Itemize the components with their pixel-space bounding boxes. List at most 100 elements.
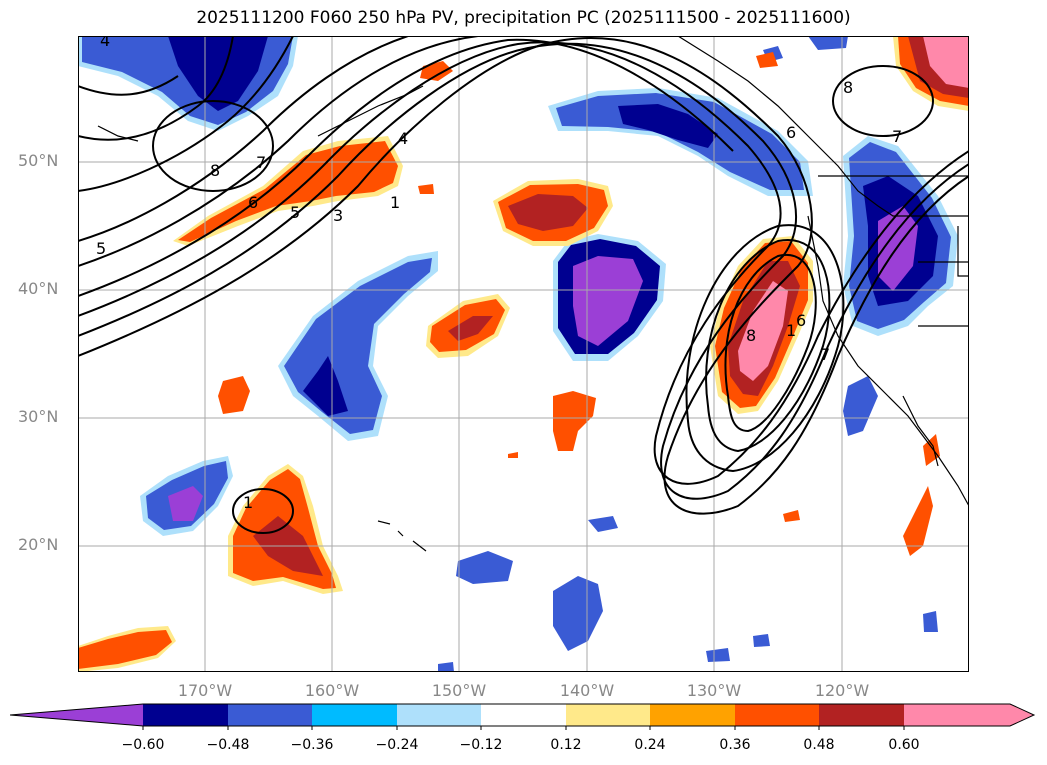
lat-label-30: 30°N bbox=[18, 407, 59, 426]
pos-blob-small-5 bbox=[783, 510, 800, 522]
pv-contour-1 bbox=[78, 42, 969, 500]
contour-label: 8 bbox=[746, 326, 756, 345]
pos-blob-small-2 bbox=[553, 391, 596, 451]
contour-label: 7 bbox=[820, 345, 830, 364]
contour-label: 5 bbox=[290, 203, 300, 222]
neg-blob-small-9 bbox=[438, 662, 454, 672]
colorbar-tick-label: −0.36 bbox=[290, 737, 334, 753]
neg-blob-small-8 bbox=[753, 634, 770, 647]
pos-blob-north-small-3 bbox=[756, 52, 778, 68]
coastlines bbox=[97, 36, 969, 552]
pos-blob-small-6 bbox=[508, 452, 518, 458]
contour-labels: 4 8 7 6 5 3 1 5 4 6 8 7 8 7 6 1 1 bbox=[96, 36, 902, 512]
colorbar-tick-label: 0.48 bbox=[803, 737, 835, 753]
colorbar-segment bbox=[566, 704, 650, 726]
colorbar-segment bbox=[228, 704, 312, 726]
contour-label: 4 bbox=[100, 36, 110, 50]
colorbar-tick-label: −0.60 bbox=[121, 737, 165, 753]
colorbar-segment bbox=[312, 704, 397, 726]
contour-label: 4 bbox=[398, 129, 408, 148]
colorbar-tick-label: −0.24 bbox=[375, 737, 419, 753]
border-state bbox=[918, 226, 969, 327]
contour-label: 6 bbox=[796, 311, 806, 330]
lat-label-40: 40°N bbox=[18, 279, 59, 298]
pos-blob-small-1 bbox=[218, 376, 250, 414]
colorbar-tick-label: −0.12 bbox=[459, 737, 503, 753]
lon-label-150w: 150°W bbox=[431, 681, 487, 700]
contour-label: 5 bbox=[96, 239, 106, 258]
pv-contour-closed-ne bbox=[832, 65, 934, 137]
graticule bbox=[78, 36, 969, 672]
colorbar-segment bbox=[904, 704, 1010, 726]
contour-label: 8 bbox=[210, 161, 220, 180]
coast-baja bbox=[902, 395, 939, 467]
colorbar bbox=[10, 703, 1036, 730]
colorbar-extend-high bbox=[1010, 704, 1034, 726]
neg-blob-small-1 bbox=[456, 551, 513, 584]
pos-blob-small-8 bbox=[903, 486, 933, 556]
pos-blob-northeast-core bbox=[923, 36, 969, 88]
pv-contour-trough-mid bbox=[705, 238, 831, 453]
colorbar-segment bbox=[819, 704, 904, 726]
colorbar-ticks bbox=[142, 726, 905, 730]
pv-contour-5 bbox=[78, 36, 409, 242]
colorbar-segment bbox=[397, 704, 481, 726]
colorbar-tick-label: 0.12 bbox=[550, 737, 582, 753]
colorbar-segments bbox=[10, 704, 1034, 726]
lon-label-140w: 140°W bbox=[559, 681, 615, 700]
contour-label: 1 bbox=[243, 493, 253, 512]
neg-blob-west-diagonal-core bbox=[303, 356, 348, 416]
contour-label: 1 bbox=[390, 193, 400, 212]
pv-contour-6 bbox=[78, 36, 294, 192]
lon-label-170w: 170°W bbox=[177, 681, 233, 700]
neg-blob-small-2 bbox=[553, 576, 603, 651]
neg-blob-gulf-alaska-inner bbox=[556, 93, 804, 190]
neg-blob-small-3 bbox=[843, 376, 878, 436]
pv-contour-closed-sw bbox=[232, 488, 294, 534]
neg-blob-west-coast-core bbox=[878, 206, 918, 291]
pv-contour-8 bbox=[78, 75, 179, 96]
neg-blob-small-7 bbox=[706, 648, 730, 662]
pv-contour-trough-inner bbox=[724, 253, 817, 433]
lon-label-160w: 160°W bbox=[304, 681, 360, 700]
pv-contour-closed-nw bbox=[152, 100, 274, 192]
neg-blob-small-5 bbox=[808, 36, 848, 50]
pos-blob-small-4 bbox=[78, 630, 172, 669]
lat-label-20: 20°N bbox=[18, 535, 59, 554]
contour-label: 7 bbox=[256, 153, 266, 172]
pv-contour-2 bbox=[78, 41, 969, 485]
colorbar-segment bbox=[735, 704, 819, 726]
colorbar-segment bbox=[650, 704, 735, 726]
neg-blob-central-pacific-core bbox=[573, 256, 643, 346]
contour-label: 7 bbox=[892, 127, 902, 146]
coast-aleutians bbox=[317, 85, 424, 137]
coast-kamchatka bbox=[97, 125, 139, 142]
lon-label-120w: 120°W bbox=[814, 681, 870, 700]
pos-blob-central-core bbox=[508, 194, 588, 231]
pv-contour-3 bbox=[78, 38, 734, 297]
map-panel: 4 8 7 6 5 3 1 5 4 6 8 7 8 7 6 1 1 bbox=[78, 36, 969, 672]
neg-blob-southwest-core bbox=[168, 486, 203, 521]
pv-contours bbox=[78, 36, 969, 534]
colorbar-segment bbox=[143, 704, 228, 726]
island-hawaii bbox=[377, 520, 427, 552]
neg-blob-northwest-core bbox=[168, 36, 268, 111]
coast-alaska bbox=[677, 36, 969, 217]
pv-contour-trough-outer bbox=[685, 224, 845, 473]
colorbar-tick-label: 0.24 bbox=[634, 737, 666, 753]
coast-west-us bbox=[807, 215, 969, 507]
contour-label: 3 bbox=[333, 206, 343, 225]
contour-label: 1 bbox=[786, 321, 796, 340]
colorbar-segment bbox=[481, 704, 566, 726]
pv-contour-7 bbox=[78, 36, 234, 141]
colorbar-tick-label: 0.36 bbox=[719, 737, 751, 753]
neg-blob-small-6 bbox=[923, 611, 938, 632]
lon-label-130w: 130°W bbox=[686, 681, 742, 700]
pos-blob-north-small-1 bbox=[418, 184, 434, 194]
colorbar-tick-label: −0.48 bbox=[206, 737, 250, 753]
contour-label: 6 bbox=[248, 193, 258, 212]
figure-title: 2025111200 F060 250 hPa PV, precipitatio… bbox=[196, 8, 851, 28]
neg-blob-small-4 bbox=[588, 516, 618, 532]
contour-label: 6 bbox=[786, 123, 796, 142]
contour-label: 8 bbox=[843, 78, 853, 97]
